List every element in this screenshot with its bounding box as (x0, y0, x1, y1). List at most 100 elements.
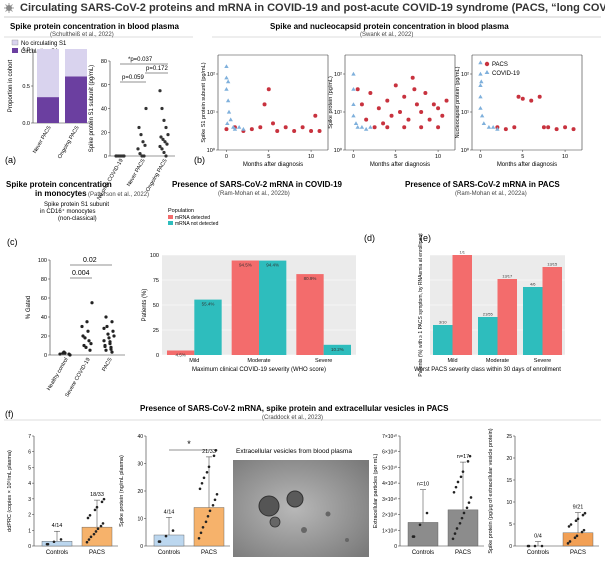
b1-pacs-point (258, 125, 263, 130)
b1-ytick-label: 10² (207, 72, 215, 78)
ev-vesicle-2 (286, 490, 304, 508)
c-scatter-point (112, 334, 116, 338)
a-scatter-point (122, 154, 126, 158)
panel-c-letter: (c) (7, 237, 18, 247)
a-sc-ytick-label: 20 (101, 130, 107, 136)
c-scatter-point (102, 326, 106, 330)
b3-covid-point (486, 125, 492, 129)
c-scatter-point (105, 324, 109, 329)
f2-data-point (205, 471, 209, 474)
a-scatter-point (143, 143, 147, 147)
f4-ytick-label: 15 (506, 478, 512, 484)
f2-data-point (199, 531, 203, 535)
a-scatter-point (160, 106, 164, 111)
a-scatter-point (139, 133, 143, 137)
f4-ytick-label: 20 (506, 456, 512, 462)
a-scatter-point (164, 125, 168, 130)
d-bar-not-detected (259, 260, 287, 355)
panel-b-letter: (b) (194, 155, 205, 165)
f2-data-point (202, 476, 206, 480)
panel-b-citation: (Swank et al., 2022) (360, 32, 413, 38)
b2-pacs-point (412, 87, 417, 92)
b2-covid-point (359, 125, 365, 129)
d-legend-label-not-detected: mRNA not detected (175, 221, 219, 227)
f2-data-point (214, 449, 218, 452)
e-bar (452, 255, 472, 355)
f2-ytick-label: 10 (137, 517, 143, 523)
d-data-label: 94.4% (266, 263, 279, 268)
pval-label-1: *p=0.037 (128, 57, 153, 63)
panel-b-title: Spike and nucleocapsid protein concentra… (270, 22, 509, 31)
f3-data-point (469, 496, 473, 499)
f2-data-point (207, 465, 211, 469)
b2-covid-point (363, 126, 369, 131)
c-xtick-label: Severe COVID-19 (64, 357, 91, 398)
b3-pacs-point (529, 98, 534, 103)
a-scatter-point (115, 154, 119, 158)
c-scatter-point (111, 329, 115, 333)
b3-covid-point (478, 83, 483, 87)
c-scatter-point (83, 336, 87, 340)
b2-pacs-point (368, 91, 373, 95)
f3-data-point (425, 511, 429, 515)
f4-ytick-label: 25 (506, 434, 512, 440)
b1-xtick-label: 5 (267, 154, 270, 160)
b3-ylabel: Nucleocapsid protein (pg/mL) (455, 66, 461, 138)
f3-data-point (460, 516, 464, 520)
figure-header: Circulating SARS-CoV-2 proteins and mRNA… (0, 0, 605, 16)
f2-data-point (197, 537, 201, 540)
f3-data-point (459, 475, 463, 479)
d-data-label: 4.5% (176, 353, 186, 358)
a-scatter-point (136, 147, 140, 151)
a-scatter-point (138, 152, 142, 156)
c-ytick-label: 80 (41, 277, 47, 283)
b1-covid-point (236, 125, 242, 129)
ev-image-title: Extracellular vesicles from blood plasma (236, 448, 352, 455)
b2-pacs-point (414, 102, 419, 107)
f1-ytick-label: 7 (28, 434, 31, 440)
a-bars-xtick-label: Ongoing PACS (57, 125, 81, 160)
f3-data-point (468, 454, 472, 458)
f4-data-point (574, 519, 578, 523)
b3-ytick-label: 10¹ (461, 110, 469, 116)
f2-data-point (158, 540, 162, 543)
f2-ytick-label: 20 (137, 489, 143, 495)
b1-covid-point (224, 75, 229, 80)
f3-data-point (466, 460, 470, 463)
f1-data-point (87, 538, 91, 541)
c-scatter-point (109, 347, 113, 351)
c-scatter-point (81, 334, 85, 338)
e-data-label: 13/17 (502, 274, 513, 279)
b3-covid-point (478, 71, 483, 76)
a-sc-ytick-label: 80 (101, 59, 107, 65)
f3-data-point (467, 501, 471, 504)
a-scatter-point (160, 147, 164, 151)
b2-pacs-point (355, 87, 360, 92)
b2-pacs-point (389, 113, 394, 118)
b2-pacs-point (427, 117, 432, 122)
b3-covid-point (478, 106, 483, 110)
f4-xtick-label: Controls (527, 550, 549, 556)
panel-c-citation: (Patterson et al., 2022) (88, 192, 149, 198)
b2-pacs-point (376, 106, 381, 111)
f4-data-point (568, 540, 572, 543)
f4-data-point (582, 528, 586, 532)
f3-ytick-label: 1×10¹⁰ (382, 528, 397, 534)
f3-data-point (451, 537, 455, 541)
f2-ytick-label: 40 (137, 434, 143, 440)
a-bars-ytick-label: 0.5 (22, 84, 30, 90)
ev-vesicle-5 (325, 511, 331, 517)
f2-data-point (201, 526, 205, 529)
f4-data-point (575, 534, 579, 538)
b2-pacs-point (385, 125, 390, 130)
f1-fraction-label: 18/33 (90, 492, 104, 498)
e-bar (478, 317, 498, 355)
c-scatter-point (89, 342, 93, 346)
b3-pacs-point (537, 94, 542, 99)
panel-f-citation: (Craddock et al., 2023) (262, 415, 323, 421)
b1-xtick-label: 0 (225, 154, 228, 160)
b2-pacs-point (440, 113, 445, 118)
d-ytick-label: 0 (156, 353, 159, 359)
c-scatter-point (84, 345, 88, 349)
f3-bar (407, 522, 439, 547)
